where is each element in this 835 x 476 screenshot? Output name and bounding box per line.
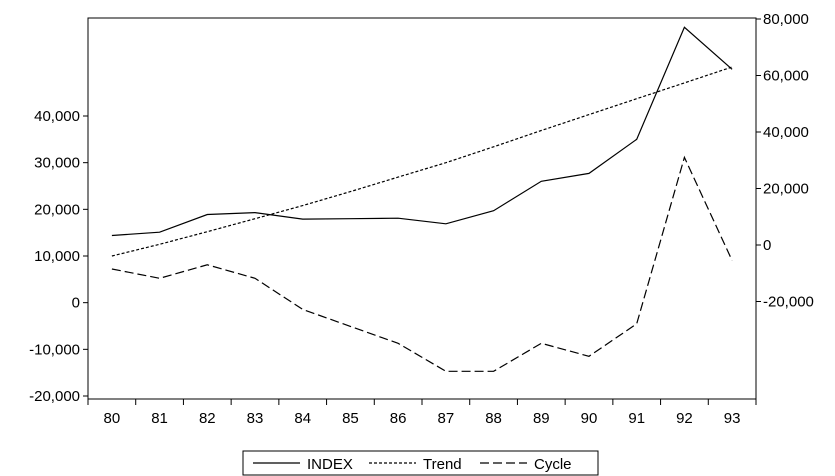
left-y-tick-label: 20,000 <box>34 201 80 218</box>
left-y-tick-label: 40,000 <box>34 108 80 125</box>
x-tick-label: 92 <box>676 410 693 427</box>
right-y-tick-label: 0 <box>763 237 771 254</box>
left-y-tick-label: 30,000 <box>34 155 80 172</box>
series-layer <box>111 26 733 372</box>
legend-cycle-label: Cycle <box>534 456 572 473</box>
x-tick-label: 91 <box>628 410 645 427</box>
series-line-cycle <box>111 155 733 372</box>
x-tick-label: 83 <box>247 410 264 427</box>
legend-trend-label: Trend <box>423 456 462 473</box>
x-tick-label: 84 <box>294 410 311 427</box>
right-y-tick-label: 60,000 <box>763 68 809 85</box>
right-y-tick-label: 80,000 <box>763 11 809 28</box>
x-tick-label: 87 <box>438 410 455 427</box>
x-tick-label: 93 <box>724 410 741 427</box>
left-y-tick-label: -20,000 <box>29 388 80 405</box>
right-y-tick-label: 40,000 <box>763 124 809 141</box>
x-tick-label: 81 <box>151 410 168 427</box>
x-tick-label: 80 <box>104 410 121 427</box>
x-tick-label: 90 <box>581 410 598 427</box>
right-y-tick-label: 20,000 <box>763 181 809 198</box>
x-tick-label: 85 <box>342 410 359 427</box>
series-line-trend <box>111 66 733 257</box>
plot-frame <box>87 17 757 400</box>
x-tick-label: 89 <box>533 410 550 427</box>
x-tick-label: 88 <box>485 410 502 427</box>
left-y-axis: -20,000 -10,000 0 10,000 20,000 30,000 40,000 <box>29 108 88 405</box>
left-y-tick-label: -10,000 <box>29 341 80 358</box>
legend-box <box>242 450 599 476</box>
right-y-tick-label: -20,000 <box>763 294 814 311</box>
series-line-index <box>111 26 733 237</box>
left-y-tick-label: 10,000 <box>34 248 80 265</box>
x-tick-label: 86 <box>390 410 407 427</box>
legend-index-label: INDEX <box>307 456 353 473</box>
legend: INDEX Trend Cycle <box>242 450 599 476</box>
x-tick-label: 82 <box>199 410 216 427</box>
right-y-axis: -20,000 0 20,000 40,000 60,000 80,000 <box>756 11 814 311</box>
left-y-tick-label: 0 <box>72 295 80 312</box>
x-axis: 80 81 82 83 84 85 86 87 88 89 90 91 92 93 <box>87 399 757 427</box>
